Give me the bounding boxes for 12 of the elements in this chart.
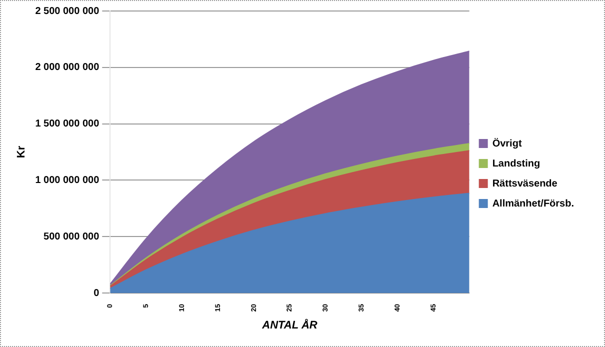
- y-tick-label: 1 500 000 000: [35, 118, 100, 130]
- legend-label: Rättsväsende: [492, 178, 558, 190]
- legend-label: Övrigt: [492, 137, 522, 150]
- y-tick-label: 2 000 000 000: [35, 62, 100, 74]
- y-tick-label: 500 000 000: [44, 231, 100, 242]
- y-tick-label: 1 000 000 000: [35, 174, 100, 186]
- x-axis-title: ANTAL ÅR: [261, 318, 318, 332]
- legend-label: Landsting: [492, 158, 540, 170]
- legend-label: Allmänhet/Försb.: [492, 198, 574, 210]
- y-tick-label: 2 500 000 000: [35, 6, 100, 17]
- y-axis-title: Kr: [16, 145, 28, 158]
- y-tick-label: 0: [94, 288, 100, 299]
